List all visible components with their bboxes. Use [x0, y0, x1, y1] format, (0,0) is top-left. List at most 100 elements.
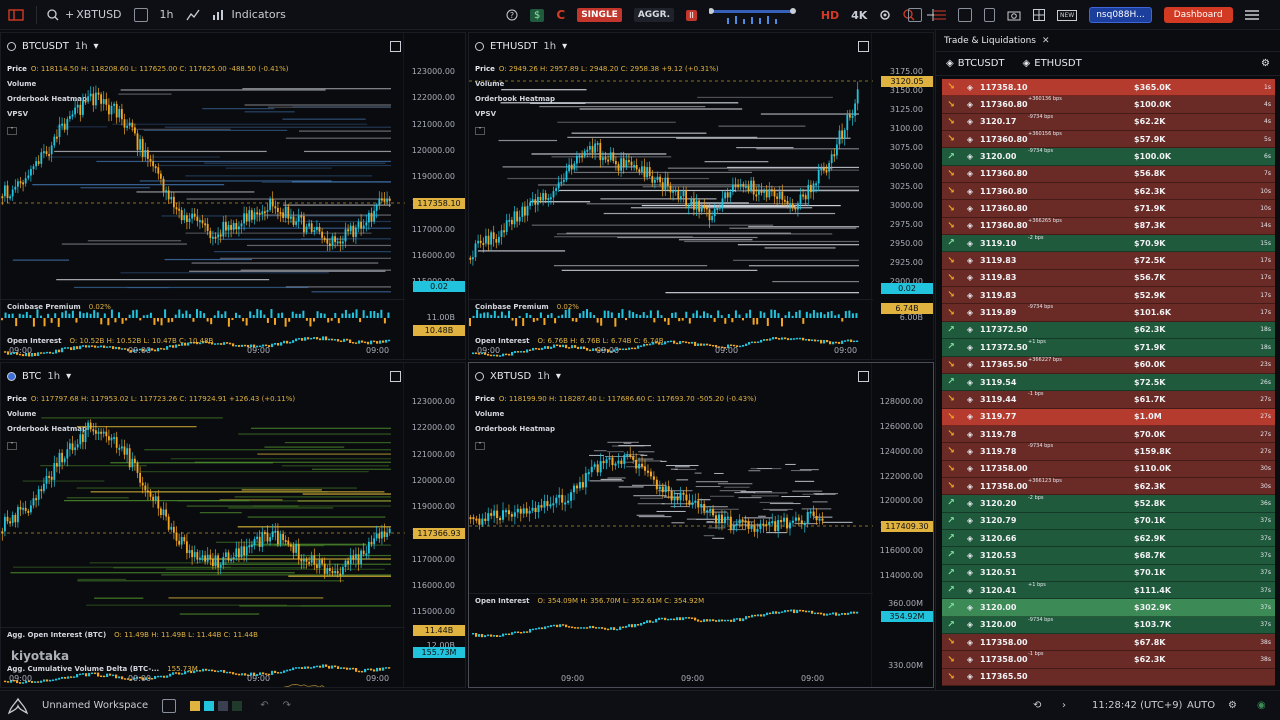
trade-row[interactable]: ↘ ◈ 3119.89 -9734 bps $101.6K 17s [942, 304, 1275, 322]
price-plot[interactable] [469, 363, 873, 663]
trade-row[interactable]: ↘ ◈ 3120.17 -9734 bps $62.2K 4s [942, 113, 1275, 132]
camera-icon[interactable] [1001, 0, 1027, 30]
trade-row[interactable]: ↘ ◈ 117365.50 +366227 bps $60.0K 23s [942, 356, 1275, 374]
trade-row[interactable]: ↘ ◈ 117358.00 +366123 bps $62.3K 30s [942, 477, 1275, 496]
scale-mode[interactable]: AUTO [1187, 700, 1216, 711]
tab-ethusdt[interactable]: ◈ ETHUSDT [1023, 58, 1082, 69]
trade-row[interactable]: ↗ ◈ 3120.00 -9734 bps $100.0K 6s [942, 148, 1275, 166]
trade-row[interactable]: ↘ ◈ 117360.80 +366265 bps $87.3K 14s [942, 217, 1275, 236]
expand-icon[interactable] [858, 371, 869, 382]
indicators-button[interactable]: Indicators [206, 0, 292, 30]
color-swatch[interactable] [218, 700, 229, 711]
collapse-icon[interactable]: ˄ [7, 442, 17, 450]
chart-symbol[interactable]: BTC [22, 371, 42, 382]
price-plot[interactable] [1, 363, 405, 663]
trade-row[interactable]: ↗ ◈ 3119.10 -2 bps $70.9K 15s [942, 235, 1275, 253]
trade-row[interactable]: ↘ ◈ 117360.80 $71.9K 10s [942, 200, 1275, 218]
brightness-slider[interactable] [703, 0, 815, 30]
redo-icon[interactable]: ↷ [282, 700, 291, 711]
chevron-right-icon[interactable]: › [1062, 700, 1066, 711]
collapse-icon[interactable]: ˄ [475, 127, 485, 135]
dollar-icon[interactable]: $ [524, 0, 550, 30]
close-icon[interactable]: ✕ [1041, 35, 1050, 46]
chart-timeframe[interactable]: 1h [74, 41, 88, 52]
price-axis[interactable]: 123000.00 122000.00 121000.00 120000.00 1190… [403, 33, 465, 359]
undo-icon[interactable]: ↶ [260, 700, 269, 711]
trade-row[interactable]: ↗ ◈ 3120.66 $62.9K 37s [942, 529, 1275, 548]
price-axis[interactable]: 123000.00 122000.00 121000.00 120000.00 1190… [403, 363, 465, 687]
trade-row[interactable]: ↘ ◈ 3119.83 $52.9K 17s [942, 287, 1275, 305]
time-axis[interactable]: 09:00 09:00 09:00 09:00 [469, 345, 873, 359]
chevron-down-icon[interactable]: ▾ [555, 371, 561, 382]
chart-symbol[interactable]: XBTUSD [490, 371, 532, 382]
trade-row[interactable]: ↗ ◈ 3120.00 -9734 bps $103.7K 37s [942, 616, 1275, 634]
layout-icon[interactable] [0, 0, 32, 30]
document-icon[interactable] [978, 0, 1001, 30]
trade-row[interactable]: ↘ ◈ 3119.77 $1.0M 27s [942, 408, 1275, 426]
trade-row[interactable]: ↘ ◈ 117358.00 $67.8K 38s [942, 634, 1275, 652]
single-mode-button[interactable]: SINGLE [571, 0, 628, 30]
trade-row[interactable]: ↘ ◈ 3119.83 $56.7K 17s [942, 269, 1275, 288]
chart-timeframe[interactable]: 1h [47, 371, 61, 382]
time-axis[interactable]: 09:00 09:00 09:00 09:00 [1, 345, 405, 359]
chart-symbol[interactable]: BTCUSDT [22, 41, 69, 52]
collapse-icon[interactable]: ˄ [7, 127, 17, 135]
collapse-icon[interactable]: ˄ [475, 442, 485, 450]
help-icon[interactable]: ? [500, 0, 524, 30]
chevron-down-icon[interactable]: ▾ [562, 41, 568, 52]
trade-row[interactable]: ↘ ◈ 3119.83 $72.5K 17s [942, 252, 1275, 270]
timeframe-button[interactable]: 1h [159, 8, 174, 21]
monitor-icon[interactable] [952, 0, 978, 30]
trade-row[interactable]: ↗ ◈ 3120.20 -2 bps $52.8K 36s [942, 495, 1275, 513]
trade-row[interactable]: ↗ ◈ 3120.79 $70.1K 37s [942, 512, 1275, 530]
book-icon[interactable] [902, 0, 928, 30]
workspace-settings-icon[interactable] [162, 698, 177, 713]
trade-row[interactable]: ↘ ◈ 117358.00 $110.0K 30s [942, 460, 1275, 478]
trade-row[interactable]: ↘ ◈ 117365.50 [942, 668, 1275, 687]
tab-btcusdt[interactable]: ◈ BTCUSDT [946, 58, 1005, 69]
dashboard-button[interactable]: Dashboard [1158, 0, 1239, 30]
chevron-down-icon[interactable]: ▾ [93, 41, 99, 52]
trade-row[interactable]: ↘ ◈ 3119.78 -9734 bps $159.8K 27s [942, 443, 1275, 461]
trade-row[interactable]: ↗ ◈ 117372.50 +1 bps $71.9K 18s [942, 339, 1275, 357]
resolution-toggle[interactable]: 4K [845, 0, 873, 30]
color-swatch[interactable] [190, 700, 201, 711]
trade-row[interactable]: ↗ ◈ 3120.41 +1 bps $111.4K 37s [942, 581, 1275, 600]
trade-row[interactable]: ↘ ◈ 117360.80 $56.8K 7s [942, 165, 1275, 184]
chart-panel-xbtusd[interactable]: XBTUSD 1h ▾ Price O: 118199.90 H: 118287.40 … [468, 362, 934, 688]
menu-icon[interactable] [1239, 0, 1265, 30]
trade-row[interactable]: ↗ ◈ 3119.54 $72.5K 26s [942, 373, 1275, 392]
workspace-name[interactable]: Unnamed Workspace [42, 700, 149, 711]
expand-icon[interactable] [390, 41, 401, 52]
grid-icon[interactable] [1027, 0, 1051, 30]
trade-row[interactable]: ↘ ◈ 117360.80 +360156 bps $57.9K 5s [942, 131, 1275, 149]
compare-icon[interactable] [128, 0, 154, 30]
trade-row[interactable]: ↘ ◈ 117358.00 -1 bps $62.3K 38s [942, 651, 1275, 669]
trade-row[interactable]: ↘ ◈ 117358.10 $365.0K 1s [942, 79, 1275, 97]
trade-row[interactable]: ↘ ◈ 3119.78 $70.0K 27s [942, 425, 1275, 444]
price-axis[interactable]: 3175.00 3150.00 3125.00 3100.00 3075.00 3050.… [871, 33, 933, 359]
trade-row[interactable]: ↗ ◈ 3120.00 $302.9K 37s [942, 599, 1275, 617]
chart-panel-btcusdt[interactable]: BTCUSDT 1h ▾ Price O: 118114.50 H: 118208.60… [0, 32, 466, 360]
trade-row[interactable]: ↗ ◈ 3120.53 $68.7K 37s [942, 547, 1275, 565]
orderbook-icon[interactable] [928, 0, 952, 30]
replay-icon[interactable]: ⟲ [1033, 700, 1042, 711]
expand-icon[interactable] [390, 371, 401, 382]
pause-icon[interactable]: II [680, 0, 703, 30]
chevron-down-icon[interactable]: ▾ [66, 371, 72, 382]
hd-toggle[interactable]: HD [815, 0, 845, 30]
trade-row[interactable]: ↘ ◈ 3119.44 -1 bps $61.7K 27s [942, 391, 1275, 409]
chart-type-icon[interactable] [180, 0, 206, 30]
chart-symbol[interactable]: ETHUSDT [490, 41, 538, 52]
coinbase-icon[interactable]: C [556, 8, 566, 22]
trade-row[interactable]: ↗ ◈ 3120.51 $70.1K 37s [942, 564, 1275, 582]
color-swatch[interactable] [204, 700, 215, 711]
symbol-search[interactable]: + XBTUSD [41, 0, 128, 30]
chart-timeframe[interactable]: 1h [543, 41, 557, 52]
price-plot[interactable] [469, 33, 873, 333]
settings-icon[interactable] [873, 0, 897, 30]
trade-row[interactable]: ↗ ◈ 117372.50 $62.3K 18s [942, 321, 1275, 340]
expand-icon[interactable] [858, 41, 869, 52]
time-axis[interactable]: 09:00 09:00 09:00 [469, 673, 873, 687]
news-icon[interactable]: NEW [1051, 0, 1083, 30]
